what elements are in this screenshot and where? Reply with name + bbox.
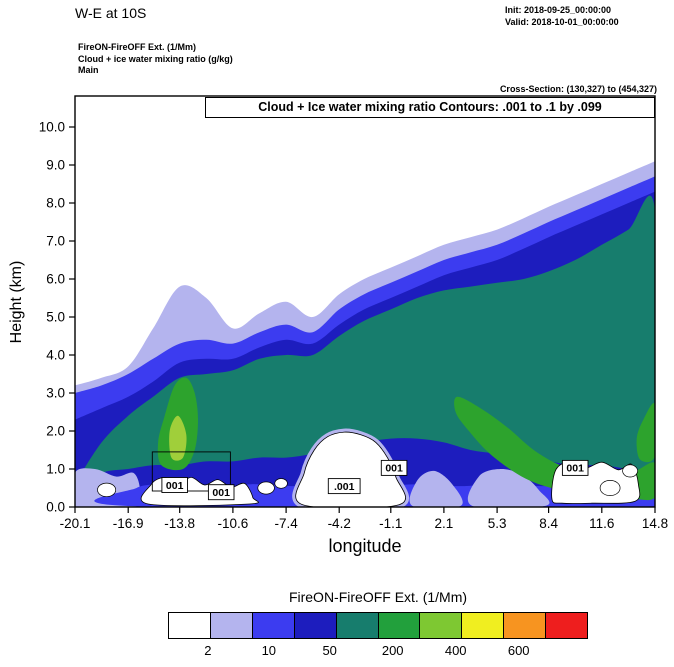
colorbar-cell [419, 612, 463, 639]
colorbar-cell [335, 612, 379, 639]
contour-label-box [380, 459, 408, 476]
y-tick-label: 2.0 [46, 424, 65, 439]
colorbar-title: FireON-FireOFF Ext. (1/Mm) [288, 589, 468, 605]
colorbar-tick-label: 200 [381, 643, 404, 658]
x-tick-label: -20.1 [60, 516, 91, 531]
contour-fill-layer: 001 001 .001 001 001 [75, 161, 655, 507]
colorbar-cell [209, 612, 253, 639]
x-tick-label: -1.1 [379, 516, 402, 531]
contour-line-loop [97, 482, 117, 498]
colorbar-cell [377, 612, 421, 639]
y-tick-label: 0.0 [46, 500, 65, 515]
colorbar-tick-label: 400 [444, 643, 467, 658]
product-line-1: FireON-FireOFF Ext. (1/Mm) [78, 42, 197, 52]
contour-info-box: Cloud + Ice water mixing ratio Contours:… [205, 97, 655, 118]
green-patch [636, 403, 655, 463]
colorbar-tick-label: 600 [507, 643, 530, 658]
y-tick-label: 6.0 [46, 272, 65, 287]
colorbar-cell [503, 612, 547, 639]
contour-line-loop [599, 480, 621, 496]
y-tick-label: 4.0 [46, 348, 65, 363]
y-tick-label: 9.0 [46, 158, 65, 173]
plot-frame [74, 95, 656, 508]
init-valid-block: Init: 2018-09-25_00:00:00 Valid: 2018-10… [505, 4, 619, 28]
colorbar-labels: 2 10 50 200 400 600 [0, 643, 674, 661]
cross-section-label: Cross-Section: (130,327) to (454,327) [499, 84, 657, 94]
clear-gap-patch [295, 431, 406, 507]
contour-label-box [561, 459, 589, 476]
band-teal-core [75, 195, 655, 492]
page-title: W-E at 10S [75, 5, 147, 21]
colorbar-cell [168, 612, 211, 639]
x-axis-label: longitude [328, 536, 402, 556]
bottom-patch [409, 470, 463, 507]
contour-label-text: 001 [166, 480, 184, 492]
colorbar-cell [251, 612, 295, 639]
x-tick-label: -10.6 [218, 516, 249, 531]
y-tick-label: 1.0 [46, 462, 65, 477]
contour-line-loop [274, 478, 288, 489]
x-tick-label: -13.8 [164, 516, 195, 531]
contour-label-text: 001 [385, 463, 403, 475]
colorbar-cell [293, 612, 337, 639]
contour-label-text: .001 [334, 481, 355, 493]
colorbar-cell [545, 612, 589, 639]
contour-line-loop [257, 481, 275, 495]
y-tick-label: 3.0 [46, 386, 65, 401]
y-tick-label: 7.0 [46, 234, 65, 249]
x-tick-label: 11.6 [589, 516, 614, 531]
y-tick-label: 10.0 [39, 120, 65, 135]
colorbar-cell [461, 612, 505, 639]
bottom-patch [467, 468, 550, 507]
y-tick-label: 8.0 [46, 196, 65, 211]
contour-outline-box [151, 451, 231, 492]
x-tick-label: 5.3 [488, 516, 507, 531]
cross-section-plot: 001 001 .001 001 001 -20.1 -16.9 -13.8 -10.6 -7.4… [39, 95, 668, 531]
colorbar-tick-label: 10 [261, 643, 277, 658]
x-tick-label: 14.8 [642, 516, 668, 531]
x-tick-label: -16.9 [113, 516, 144, 531]
contour-label-box [161, 477, 188, 493]
y-tick-label: 5.0 [46, 310, 65, 325]
x-tick-label: 8.4 [539, 516, 558, 531]
green-patch [169, 415, 187, 461]
product-line-3: Main [78, 65, 99, 76]
valid-time: Valid: 2018-10-01_00:00:00 [505, 17, 619, 28]
colorbar-tick-label: 2 [204, 643, 212, 658]
product-info-block: FireON-FireOFF Ext. (1/Mm) Cloud + ice w… [78, 42, 233, 77]
x-tick-label: -7.4 [274, 516, 298, 531]
contour-line-loop [622, 464, 638, 478]
x-tick-label: 2.1 [435, 516, 454, 531]
product-line-2: Cloud + ice water mixing ratio (g/kg) [78, 53, 233, 64]
colorbar [168, 612, 589, 639]
contour-label-text: 001 [566, 463, 584, 475]
colorbar-tick-label: 50 [322, 643, 337, 658]
contour-label-box [327, 478, 361, 495]
y-axis-label: Height (km) [8, 260, 25, 344]
x-tick-label: -4.2 [328, 516, 351, 531]
contour-label-text: 001 [212, 487, 230, 499]
contour-label-box [207, 484, 235, 501]
init-time: Init: 2018-09-25_00:00:00 [505, 5, 612, 15]
